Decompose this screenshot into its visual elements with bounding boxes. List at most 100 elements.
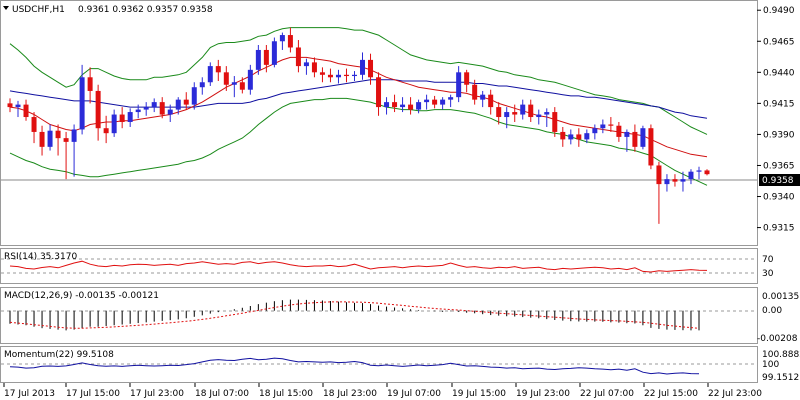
candle-0 (7, 98, 13, 113)
candle-body-69 (560, 131, 566, 140)
candle-20 (167, 104, 173, 122)
chart-header: USDCHF,H1 0.9361 0.9362 0.9357 0.9358 (3, 5, 213, 15)
candle-body-3 (31, 117, 37, 132)
candle-85 (688, 169, 694, 185)
candle-18 (151, 98, 157, 113)
candle-15 (127, 108, 133, 127)
candle-body-34 (279, 35, 285, 42)
candle-34 (279, 32, 285, 50)
last-price-label: 0.9358 (762, 176, 794, 186)
candle-62 (504, 107, 510, 129)
candle-body-18 (151, 102, 157, 108)
momentum-series (9, 357, 700, 375)
candle-body-85 (688, 171, 694, 180)
candle-54 (440, 97, 446, 110)
dropdown-triangle-icon[interactable] (3, 6, 9, 10)
candle-body-12 (103, 128, 109, 134)
candle-body-82 (664, 179, 670, 185)
candle-body-71 (576, 134, 582, 140)
candle-31 (255, 44, 261, 75)
candle-84 (680, 171, 686, 192)
candle-51 (416, 99, 422, 114)
candle-body-2 (23, 104, 29, 118)
candle-29 (239, 77, 245, 94)
candle-23 (191, 82, 197, 110)
candle-body-1 (15, 104, 21, 108)
candle-40 (327, 68, 333, 83)
candle-33 (271, 37, 277, 68)
candle-body-46 (376, 77, 382, 108)
candle-25 (207, 62, 213, 86)
candle-body-22 (183, 99, 189, 105)
candle-body-30 (247, 69, 253, 90)
price-tick-label-7: 0.9315 (763, 224, 795, 234)
candle-body-58 (472, 84, 478, 100)
candle-65 (528, 99, 534, 122)
candle-68 (552, 107, 558, 137)
candle-39 (319, 67, 325, 83)
candle-body-31 (255, 49, 261, 70)
candle-body-35 (287, 35, 293, 48)
candle-body-86 (696, 170, 702, 172)
time-tick-label-1: 17 Jul 15:00 (66, 389, 120, 399)
candle-body-83 (672, 179, 678, 182)
time-tick-label-11: 22 Jul 23:00 (708, 389, 762, 399)
candle-body-50 (408, 104, 414, 110)
price-tick-label-4: 0.9390 (763, 130, 795, 140)
candle-body-81 (656, 165, 662, 185)
candle-46 (376, 72, 382, 116)
candle-body-64 (520, 104, 526, 115)
candle-body-53 (432, 99, 438, 105)
momentum-panel-frame (0, 346, 758, 383)
candle-body-33 (271, 41, 277, 65)
candle-body-13 (111, 114, 117, 134)
candle-38 (311, 57, 317, 78)
candle-body-52 (424, 99, 430, 103)
time-tick-label-4: 18 Jul 15:00 (259, 389, 313, 399)
candle-body-23 (191, 87, 197, 105)
candle-body-74 (600, 124, 606, 129)
candle-body-38 (311, 62, 317, 73)
candle-7 (63, 131, 69, 180)
candle-body-72 (584, 133, 590, 140)
candle-53 (432, 95, 438, 109)
candle-60 (488, 89, 494, 115)
candle-37 (303, 58, 309, 75)
time-tick-label-10: 22 Jul 15:00 (644, 389, 698, 399)
candle-43 (351, 71, 357, 82)
price-tick-label-1: 0.9465 (763, 37, 795, 47)
candle-4 (39, 125, 45, 156)
time-tick-label-7: 19 Jul 15:00 (452, 389, 506, 399)
candle-body-60 (488, 94, 494, 108)
candle-body-78 (632, 131, 638, 147)
momentum-tick-top: 100.8882 (762, 350, 800, 360)
candle-74 (600, 119, 606, 134)
candle-6 (55, 124, 61, 156)
candle-17 (143, 102, 149, 116)
momentum-label: Momentum(22) 99.5108 (4, 350, 114, 360)
candle-63 (512, 104, 518, 122)
ma-fast-line (9, 56, 708, 158)
candle-body-19 (159, 102, 165, 115)
candle-59 (480, 90, 486, 108)
price-tick-label-6: 0.9340 (763, 193, 795, 203)
candle-body-59 (480, 94, 486, 100)
macd-series (9, 299, 700, 331)
candle-21 (175, 97, 181, 115)
candle-13 (111, 109, 117, 137)
candle-11 (95, 84, 101, 141)
momentum-line (9, 357, 700, 375)
rsi-line (9, 260, 708, 273)
candle-body-29 (239, 82, 245, 90)
candle-body-26 (215, 66, 221, 73)
candle-body-17 (143, 107, 149, 110)
candle-3 (31, 112, 37, 144)
candle-body-44 (360, 59, 366, 75)
time-tick-label-3: 18 Jul 07:00 (195, 389, 249, 399)
candle-body-32 (263, 49, 269, 65)
time-tick-label-9: 22 Jul 07:00 (580, 389, 634, 399)
candle-64 (520, 99, 526, 120)
candle-body-80 (648, 128, 654, 166)
bollinger-bands (9, 27, 708, 186)
